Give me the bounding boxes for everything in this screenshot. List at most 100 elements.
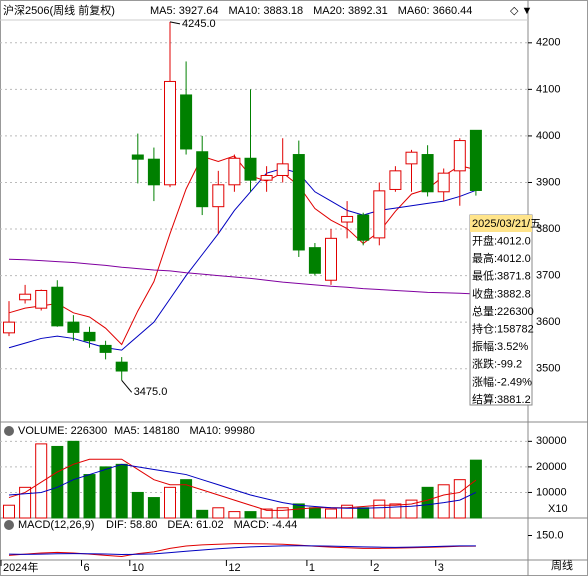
macd-line [8,545,476,556]
x-tick-label: 3 [438,562,444,574]
macd-line [8,543,476,558]
panel-icon[interactable] [4,426,14,436]
candle-body [405,151,418,165]
candle-body [67,321,80,333]
annotation: 3475.0 [134,386,168,398]
tooltip-line: 最低:3871.8 [472,270,531,283]
volume-bar [389,503,402,519]
annotation-arrow [169,21,181,25]
candle-body [276,163,289,176]
legend-entry: MA10: 3883.18 [229,5,304,17]
volume-bar [453,479,466,519]
y-tick-label: 3700 [536,269,560,281]
volume-bar [325,508,337,519]
volume-title: VOLUME: 226300 [18,425,107,437]
volume-bar [341,504,354,519]
x-tick-label: 1 [309,562,315,574]
annotation-arrow [121,380,133,393]
macd-title: MACD(12,26,9) [18,519,94,531]
tooltip-line: 收盘:3882.8 [472,286,531,300]
volume-bar [357,507,370,519]
scale-label: X10 [548,503,568,515]
y-tick-label: 30000 [536,435,567,447]
volume-bar [180,479,193,519]
period-label: 周线 [551,558,573,572]
volume-bar [437,484,450,519]
candle-body [196,151,209,208]
legend-entry: DIF: 58.80 [106,519,157,531]
candle-body [325,237,337,281]
candle-body [212,184,225,208]
volume-bar [115,463,128,519]
tooltip-line: 持仓:158782 [472,322,534,336]
chart-title: 沪深2506(周线 前复权) [3,3,115,17]
tooltip-date-bg [470,215,532,232]
tooltip-line: 2025/03/21/五 [472,218,541,230]
candle-body [147,158,160,186]
legend-entry: MA5: 3927.64 [150,5,219,17]
candle-body [51,286,64,327]
x-tick-label: 2024年 [3,560,38,574]
candle-body [437,172,450,193]
tooltip-line: 涨幅:-2.49% [472,375,532,388]
volume-bar [244,511,257,519]
volume-bar [292,503,305,519]
y-tick-label: 3500 [536,363,560,375]
volume-ma-line [8,458,477,511]
tooltip-box [469,214,533,406]
volume-bar [228,511,241,519]
ma-line [8,155,477,346]
volume-bar [131,491,144,519]
volume-bar [373,499,386,519]
legend-entry: MA10: 99980 [189,425,254,437]
legend-entry: DEA: 61.02 [167,519,223,531]
x-tick-label: 12 [228,562,240,574]
volume-bar [51,445,64,519]
volume-bar [164,486,176,519]
ma-line [8,258,476,295]
candle-body [228,157,241,186]
tooltip-line: 涨跌:-99.2 [472,357,522,371]
candle-body [115,361,128,372]
candle-body [341,215,354,223]
candle-body [373,190,386,239]
x-tick-label: 10 [132,562,144,574]
volume-bar [83,474,96,519]
menu-icon[interactable]: ◇ ▼ [510,5,532,17]
volume-bar [99,466,112,519]
legend-entry: MA60: 3660.44 [398,5,473,17]
volume-ma-line [8,463,477,509]
y-tick-label: 20000 [536,461,567,473]
candle-body [389,170,402,190]
x-tick-label: 2 [373,562,379,574]
candle-body [308,247,321,274]
candle-body [357,214,370,241]
volume-bar [196,509,209,519]
y-tick-label: 4000 [536,130,560,142]
legend-entry: MA20: 3892.31 [313,5,388,17]
y-tick-label: 4200 [536,37,560,49]
y-tick-label: 3900 [536,176,560,188]
legend-entry: MACD: -4.44 [234,519,298,531]
volume-bar [469,459,482,519]
tooltip-line: 开盘:4012.0 [472,234,531,248]
candle-body [35,289,48,309]
volume-bar [35,443,48,519]
volume-bar [212,507,225,519]
y-tick-label: 150.0 [536,529,564,541]
candle-body [292,154,305,251]
y-tick-label: 4100 [536,83,560,95]
annotation: 4245.0 [182,18,216,30]
legend-entry: MA5: 148180 [114,425,179,437]
y-tick-label: 3800 [536,223,560,235]
tooltip-line: 最高:4012.0 [472,251,531,265]
candle-body [180,94,193,150]
candle-body [260,174,273,181]
panel-icon[interactable] [4,520,14,530]
candle-body [164,80,176,186]
candle-body [244,157,257,181]
volume-bar [308,507,321,519]
candle-body [3,321,15,334]
tooltip-line: 总量:226300 [472,304,534,318]
